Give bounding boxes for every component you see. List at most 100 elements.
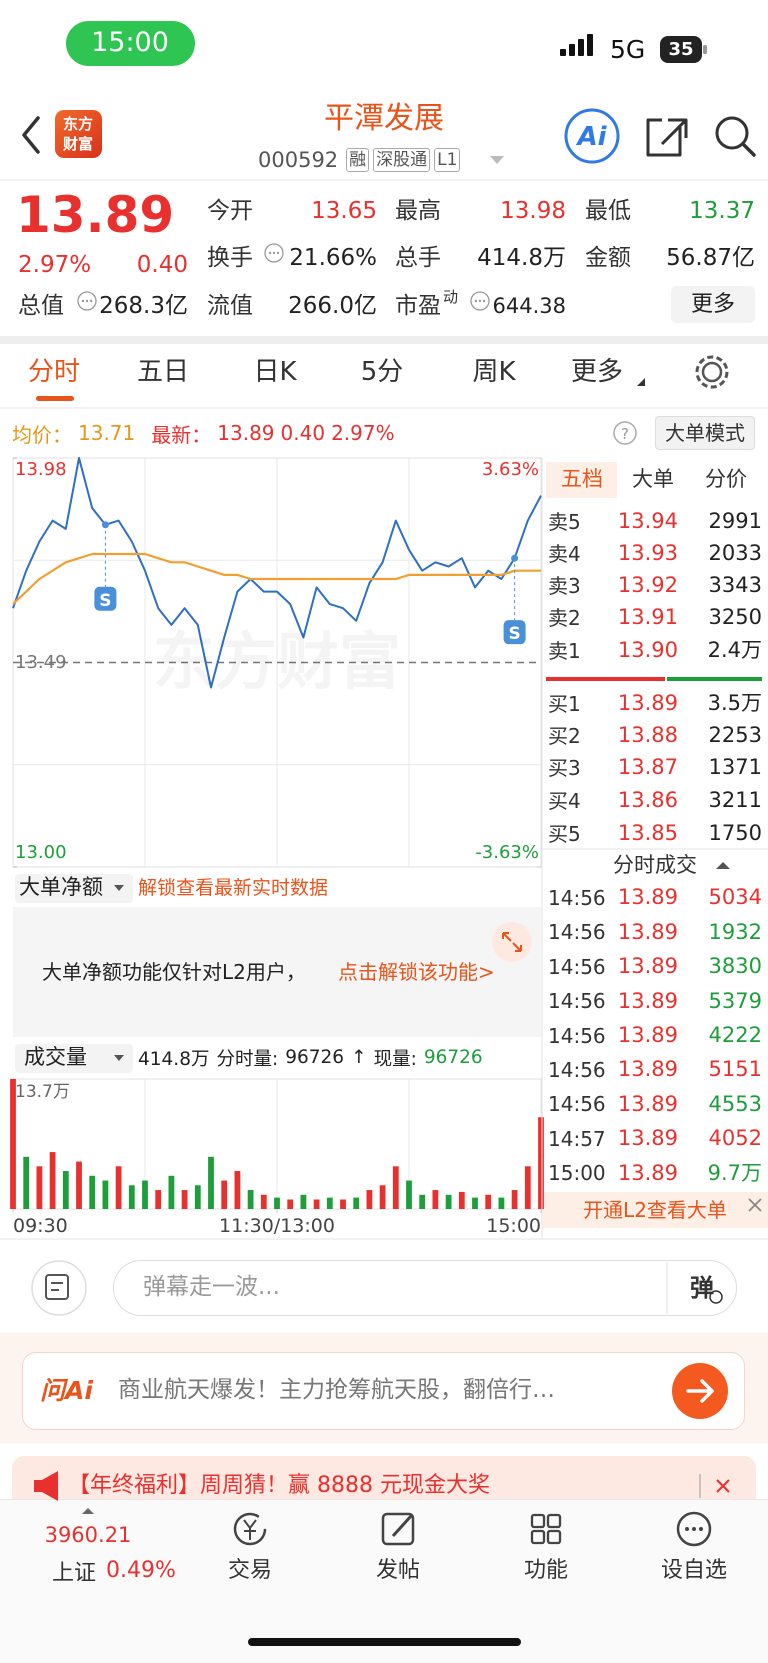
volume-bar xyxy=(419,1194,426,1209)
volume-bar xyxy=(128,1185,135,1209)
trade-marker xyxy=(94,586,117,611)
trade-time: 14:56 xyxy=(548,920,606,945)
more-button-text[interactable]: 更多 xyxy=(690,291,736,317)
level-label: 卖4 xyxy=(548,542,581,566)
tab[interactable]: 周K xyxy=(472,357,516,388)
tag: L1 xyxy=(434,147,461,172)
latest-price: 13.89 xyxy=(217,421,275,445)
y2-tick-label: -3.63% xyxy=(475,842,539,864)
trade-point xyxy=(511,554,519,562)
chart-frame xyxy=(12,1078,542,1210)
y-tick-label: 13.49 xyxy=(15,651,67,673)
nav-item[interactable]: 功能 xyxy=(523,1557,569,1583)
order-tab[interactable]: 分价 xyxy=(705,467,747,492)
info-icon xyxy=(264,243,284,263)
volume-bar xyxy=(49,1152,56,1209)
volume-bar xyxy=(366,1190,373,1209)
volume-bar xyxy=(142,1180,148,1209)
order-tab[interactable]: 五档 xyxy=(561,467,603,492)
mode-button[interactable] xyxy=(655,416,755,450)
field-label: 金额 xyxy=(585,245,631,272)
signal-bar xyxy=(569,44,575,56)
tab[interactable]: 五日 xyxy=(136,357,190,388)
field-value: 13.37 xyxy=(689,198,755,225)
danmaku-button[interactable]: 弹 xyxy=(690,1273,714,1302)
index-value[interactable]: 3960.21 xyxy=(44,1523,132,1548)
tab[interactable]: 5分 xyxy=(360,357,404,388)
notice-link[interactable]: 点击解锁该功能> xyxy=(338,960,495,984)
order-tab-active xyxy=(546,462,617,498)
net-flow-selector-text[interactable]: 大单净额 xyxy=(19,875,103,900)
x-tick-label: 15:00 xyxy=(486,1214,541,1237)
banner-text: 【年终福利】周周猜！赢 8888 元现金大奖 xyxy=(68,1472,490,1498)
level-label: 买1 xyxy=(548,692,581,716)
trade-volume: 5034 xyxy=(708,885,762,910)
time-pill xyxy=(66,21,195,66)
more-button[interactable] xyxy=(671,286,755,323)
level-volume: 2991 xyxy=(708,509,762,534)
level-price: 13.86 xyxy=(617,788,678,813)
info-dot xyxy=(474,299,478,303)
field-value: 13.98 xyxy=(500,198,566,225)
volume-bar xyxy=(379,1185,386,1209)
nav-item[interactable]: 发帖 xyxy=(375,1557,421,1583)
nav-item[interactable]: 交易 xyxy=(227,1557,273,1583)
tab[interactable]: 日K xyxy=(253,357,297,388)
level-price: 13.88 xyxy=(617,723,678,748)
trade-time: 14:56 xyxy=(548,954,606,979)
l2-footer[interactable] xyxy=(543,1192,768,1228)
trade-time: 14:56 xyxy=(548,989,606,1014)
field-label: 换手 xyxy=(207,245,253,272)
level-label: 卖1 xyxy=(548,639,581,663)
ai-button-text: Ai xyxy=(575,122,607,152)
volume-info: 414.8万 分时量: 96726 ↑ 现量: 96726 xyxy=(138,1047,483,1070)
y-tick-label: 13.00 xyxy=(15,842,67,864)
trade-time: 14:56 xyxy=(548,1058,606,1082)
network: 5G xyxy=(610,35,646,64)
l2-footer-text[interactable]: 开通L2查看大单 xyxy=(583,1198,727,1222)
logo-text: 财富 xyxy=(62,135,94,153)
tab-arrow xyxy=(637,378,645,386)
trade-marker xyxy=(503,620,526,645)
nav-item[interactable]: 设自选 xyxy=(660,1557,728,1583)
back-button xyxy=(22,116,40,154)
volume-selector-text[interactable]: 成交量 xyxy=(24,1045,87,1070)
level-price: 13.89 xyxy=(617,691,678,716)
trade-volume: 1932 xyxy=(708,919,762,944)
level-volume: 2253 xyxy=(708,723,762,748)
comment-placeholder[interactable]: 弹幕走一波... xyxy=(143,1274,280,1301)
volume-selector[interactable] xyxy=(15,1044,133,1073)
field-label: 今开 xyxy=(207,198,253,225)
trade-volume: 9.7万 xyxy=(707,1160,762,1185)
volume-bar xyxy=(498,1197,505,1209)
field-label: 市盈 xyxy=(395,293,441,320)
volume-bar xyxy=(155,1190,162,1209)
tab[interactable]: 更多 xyxy=(570,357,624,388)
volume-bar xyxy=(287,1199,294,1209)
net-flow-selector[interactable] xyxy=(15,874,133,903)
comment-input[interactable] xyxy=(113,1260,737,1316)
volume-bar xyxy=(23,1156,30,1209)
field-value: 21.66% xyxy=(289,245,377,272)
ai-text[interactable]: 商业航天爆发！主力抢筹航天股，翻倍行… xyxy=(118,1377,555,1404)
volume-bar xyxy=(300,1194,307,1209)
notice: 大单净额功能仅针对L2用户， xyxy=(42,960,306,984)
x-tick-label: 11:30/13:00 xyxy=(219,1214,335,1237)
volume-bar xyxy=(247,1190,254,1209)
dropdown-arrow xyxy=(490,156,504,164)
level-label: 卖2 xyxy=(548,606,581,630)
ai-bar[interactable] xyxy=(22,1352,745,1430)
total-volume: 414.8万 xyxy=(138,1048,210,1070)
stock-name: 平潭发展 xyxy=(324,101,444,136)
tab[interactable]: 分时 xyxy=(27,357,81,388)
share-button xyxy=(646,118,688,157)
comment-icon-button xyxy=(31,1260,87,1316)
trade-volume: 4222 xyxy=(708,1023,762,1047)
order-tab[interactable]: 大单 xyxy=(632,467,674,492)
trade-time: 14:56 xyxy=(548,1092,606,1117)
mode-button-text[interactable]: 大单模式 xyxy=(665,421,745,445)
volume-bar xyxy=(313,1199,320,1209)
trade-marker-label: S xyxy=(99,591,111,611)
trade-volume: 4052 xyxy=(708,1126,762,1151)
search-button xyxy=(715,116,749,150)
